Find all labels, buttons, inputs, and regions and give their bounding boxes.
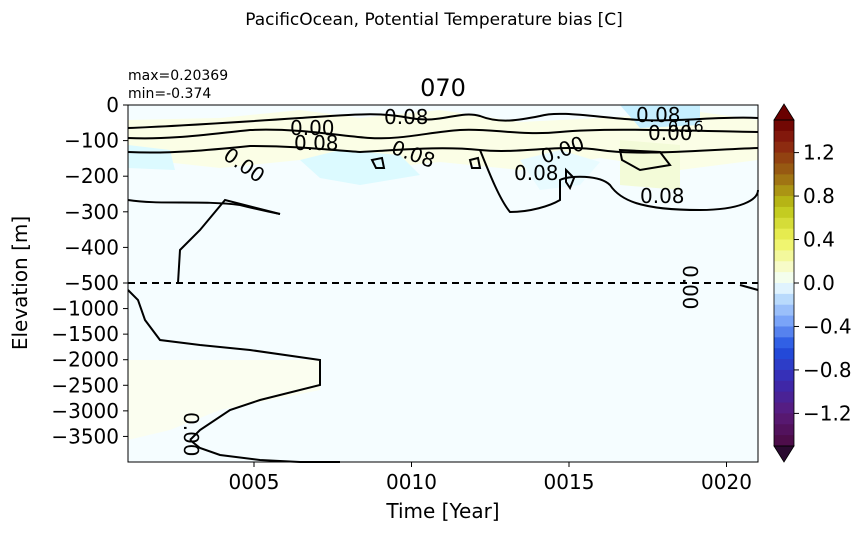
contour-label: 0.08: [514, 161, 559, 185]
colorbar-extend-max: [773, 103, 795, 121]
colorbar-segment: [774, 283, 794, 295]
y-axis-ticks: 0 −100 −200 −300 −400 −500−1000−1500−2000−250…: [51, 93, 128, 448]
colorbar-segment: [774, 380, 794, 393]
contour-label: 0.00: [678, 265, 702, 310]
colorbar-tick-label: −1.2: [803, 401, 852, 425]
y-axis-label: Elevation [m]: [8, 216, 32, 350]
y-tick-label: −100: [64, 129, 119, 153]
contour-label: 0.00: [290, 116, 335, 140]
colorbar-segment: [774, 152, 794, 164]
y-tick-label: −1500: [51, 322, 119, 346]
colorbar-segment: [774, 120, 794, 132]
colorbar-segment: [774, 272, 794, 284]
x-tick-label: 0010: [386, 470, 437, 494]
min-stat: min=-0.374: [128, 86, 211, 102]
colorbar-segment: [774, 174, 794, 186]
heatmap-fill: [128, 105, 758, 462]
x-tick-label: 0005: [229, 470, 280, 494]
colorbar-segment: [774, 206, 794, 219]
x-axis-label: Time [Year]: [385, 499, 499, 523]
colorbar-tick-label: −0.8: [803, 358, 852, 382]
colorbar-segment: [774, 185, 794, 197]
figure-suptitle: PacificOcean, Potential Temperature bias…: [245, 10, 623, 30]
colorbar-tick-label: 0.0: [803, 271, 835, 295]
y-tick-label: −200: [64, 164, 119, 188]
y-tick-label: −3000: [51, 399, 119, 423]
colorbar-tick-label: −0.4: [803, 314, 852, 338]
y-tick-label: −2000: [51, 348, 119, 372]
colorbar-segment: [774, 228, 794, 241]
colorbar-segment: [774, 304, 794, 317]
contour-label: 0.08: [294, 131, 339, 155]
contour-label: 0.00: [179, 412, 203, 457]
colorbar-tick-label: 0.4: [803, 228, 835, 252]
colorbar-segment: [774, 369, 794, 382]
colorbar-segment: [774, 435, 794, 447]
contour-label: 0.08: [636, 103, 681, 127]
colorbar-segment: [774, 315, 794, 327]
colorbar: [773, 103, 795, 463]
contour-label: 0.16: [668, 117, 704, 136]
y-tick-label: −2500: [51, 373, 119, 397]
y-tick-label: −3500: [51, 424, 119, 448]
colorbar-segment: [774, 359, 794, 371]
x-axis-ticks: 0005 0010 0015 0020: [229, 462, 752, 494]
y-tick-label: −300: [64, 200, 119, 224]
y-tick-label: −1000: [51, 297, 119, 321]
y-tick-label: −500: [64, 271, 119, 295]
colorbar-segment: [774, 250, 794, 262]
y-tick-label: 0: [106, 93, 119, 117]
colorbar-tick-label: 1.2: [803, 141, 835, 165]
colorbar-segment: [774, 196, 794, 208]
colorbar-segment: [774, 337, 794, 349]
colorbar-segment: [774, 293, 794, 306]
contour-label: 0.08: [384, 105, 429, 129]
colorbar-tick-label: 0.8: [803, 184, 835, 208]
colorbar-segment: [774, 217, 794, 230]
y-tick-label: −400: [64, 235, 119, 259]
colorbar-segment: [774, 348, 794, 360]
colorbar-segment: [774, 130, 794, 143]
plot-title: 070: [420, 74, 466, 102]
colorbar-segment: [774, 261, 794, 273]
colorbar-segment: [774, 424, 794, 436]
colorbar-segment: [774, 163, 794, 175]
contour-label: 0.08: [640, 184, 685, 208]
colorbar-extend-min: [773, 445, 795, 463]
colorbar-ticks: 1.2 0.8 0.4 0.0 −0.4 −0.8 −1.2: [794, 141, 852, 425]
x-tick-label: 0020: [701, 470, 752, 494]
colorbar-segment: [774, 239, 794, 251]
colorbar-segment: [774, 326, 794, 338]
colorbar-segment: [774, 391, 794, 404]
colorbar-segment: [774, 413, 794, 425]
colorbar-segment: [774, 141, 794, 154]
max-stat: max=0.20369: [128, 68, 228, 84]
contour-label: 0.00: [648, 121, 693, 145]
x-tick-label: 0015: [544, 470, 595, 494]
colorbar-segment: [774, 402, 794, 414]
